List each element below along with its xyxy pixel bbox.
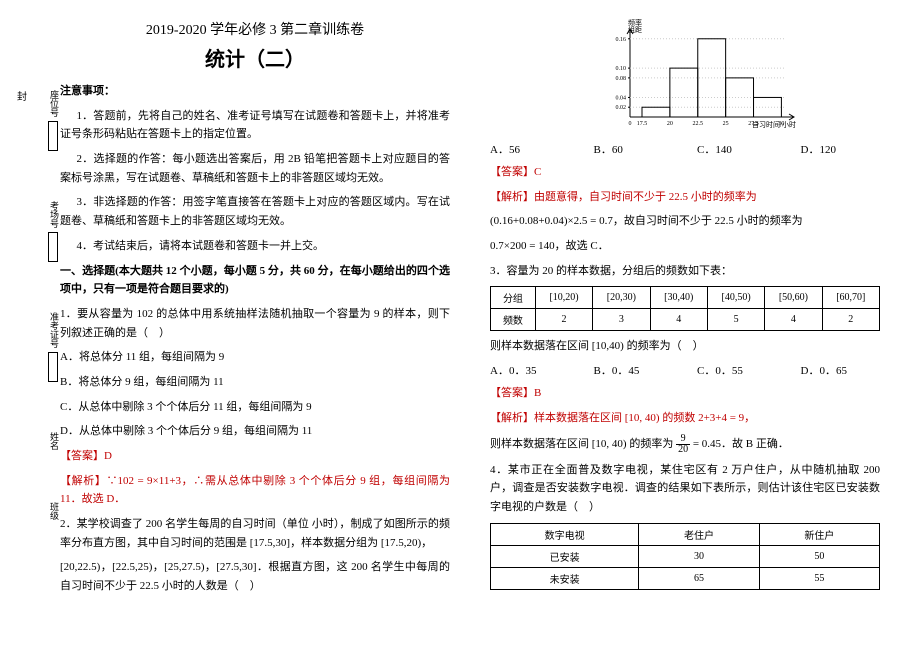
q3-td: 频数 bbox=[491, 309, 536, 331]
side-char: 封 bbox=[17, 88, 45, 103]
notice-item: 4．考试结束后，请将本试题卷和答题卡一并上交。 bbox=[60, 237, 450, 256]
q4-th1: 老住户 bbox=[639, 523, 759, 545]
svg-text:25: 25 bbox=[723, 121, 729, 127]
q3-th: [40,50) bbox=[707, 287, 764, 309]
q3-after: 则样本数据落在区间 [10,40) 的频率为（ ） bbox=[490, 337, 880, 356]
svg-text:17.5: 17.5 bbox=[637, 121, 648, 127]
svg-text:0.08: 0.08 bbox=[616, 76, 627, 82]
q2-C: C．140 bbox=[697, 141, 777, 157]
q3-D: D．0．65 bbox=[801, 362, 881, 378]
q2-exp3: 0.7×200 = 140，故选 C． bbox=[490, 237, 880, 256]
notice-item: 1．答题前，先将自己的姓名、准考证号填写在试题卷和答题卡上，并将准考证号条形码粘… bbox=[60, 107, 450, 144]
svg-text:0: 0 bbox=[629, 121, 632, 127]
q3-td: 5 bbox=[707, 309, 764, 331]
q1-B: B．将总体分 9 组，每组间隔为 11 bbox=[60, 373, 450, 392]
q3-answer: 【答案】B bbox=[490, 384, 880, 403]
svg-text:0.04: 0.04 bbox=[616, 95, 627, 101]
q3-td: 2 bbox=[822, 309, 879, 331]
histogram-chart: 频率组距自习时间/小时0.020.040.080.100.16017.52022… bbox=[600, 15, 800, 135]
q3-exp2: 则样本数据落在区间 [10, 40) 的频率为 920 = 0.45．故 B 正… bbox=[490, 434, 880, 455]
q4-table: 数字电视 老住户 新住户 已安装 30 50 未安装 65 55 bbox=[490, 523, 880, 590]
q3-th: [20,30) bbox=[593, 287, 650, 309]
side-label-seat: 座位号 bbox=[48, 90, 61, 117]
q4-stem: 4．某市正在全面普及数字电视，某住宅区有 2 万户住户，从中随机抽取 200 户… bbox=[490, 461, 880, 517]
notice-item: 2．选择题的作答：每小题选出答案后，用 2B 铅笔把答题卡上对应题目的答案标号涂… bbox=[60, 150, 450, 187]
right-column: 频率组距自习时间/小时0.020.040.080.100.16017.52022… bbox=[490, 15, 880, 635]
q1-A: A．将总体分 11 组，每组间隔为 9 bbox=[60, 348, 450, 367]
svg-text:0.16: 0.16 bbox=[616, 37, 627, 43]
id-box bbox=[48, 352, 58, 382]
q3-exp2-post: = 0.45．故 B 正确． bbox=[693, 438, 789, 450]
svg-text:27.5: 27.5 bbox=[748, 121, 759, 127]
q3-exp2-pre: 则样本数据落在区间 [10, 40) 的频率为 bbox=[490, 438, 676, 450]
q3-td: 4 bbox=[765, 309, 822, 331]
svg-text:20: 20 bbox=[667, 121, 673, 127]
seat-box bbox=[48, 121, 58, 151]
q4-r1-0: 已安装 bbox=[491, 545, 639, 567]
left-column: 2019-2020 学年必修 3 第二章训练卷 统计（二） 注意事项： 1．答题… bbox=[60, 15, 450, 635]
q2-exp1: 【解析】由题意得，自习时间不少于 22.5 小时的频率为 bbox=[490, 188, 880, 207]
exam-title-2: 统计（二） bbox=[60, 43, 450, 72]
side-label-id: 准考证号 bbox=[48, 312, 61, 348]
q3-td: 4 bbox=[650, 309, 707, 331]
q2-exp2: (0.16+0.08+0.04)×2.5 = 0.7，故自习时间不少于 22.5… bbox=[490, 212, 880, 231]
q3-table: 分组[10,20)[20,30)[30,40)[40,50)[50,60)[60… bbox=[490, 286, 880, 331]
q3-A: A．0．35 bbox=[490, 362, 570, 378]
side-char: 密 bbox=[0, 88, 17, 103]
q3-th: [50,60) bbox=[765, 287, 822, 309]
q4-r1-2: 50 bbox=[759, 545, 879, 567]
q3-stem: 3．容量为 20 的样本数据，分组后的频数如下表： bbox=[490, 262, 880, 281]
q3-B: B．0．45 bbox=[594, 362, 674, 378]
q3-exp1: 【解析】样本数据落在区间 [10, 40) 的频数 2+3+4 = 9， bbox=[490, 409, 880, 428]
svg-text:22.5: 22.5 bbox=[693, 121, 704, 127]
svg-text:0.10: 0.10 bbox=[616, 66, 627, 72]
q1-stem: 1．要从容量为 102 的总体中用系统抽样法随机抽取一个容量为 9 的样本，则下… bbox=[60, 305, 450, 342]
fraction: 920 bbox=[676, 434, 690, 455]
q2-B: B．60 bbox=[594, 141, 674, 157]
svg-text:30: 30 bbox=[778, 121, 784, 127]
q1-D: D．从总体中剔除 3 个个体后分 9 组，每组间隔为 11 bbox=[60, 422, 450, 441]
q2-A: A．56 bbox=[490, 141, 570, 157]
q3-C: C．0．55 bbox=[697, 362, 777, 378]
frac-num: 9 bbox=[676, 434, 690, 445]
side-label-name: 姓名 bbox=[48, 432, 61, 450]
q4-r2-0: 未安装 bbox=[491, 567, 639, 589]
side-label-room: 考场号 bbox=[48, 201, 61, 228]
q2-stem-2: [20,22.5)，[22.5,25)，[25,27.5)，[27.5,30]．… bbox=[60, 558, 450, 595]
q3-td: 2 bbox=[535, 309, 592, 331]
frac-den: 20 bbox=[676, 445, 690, 455]
q1-C: C．从总体中剔除 3 个个体后分 11 组，每组间隔为 9 bbox=[60, 398, 450, 417]
q3-th: [30,40) bbox=[650, 287, 707, 309]
svg-text:0.02: 0.02 bbox=[616, 105, 627, 111]
q2-answer: 【答案】C bbox=[490, 163, 880, 182]
room-box bbox=[48, 232, 58, 262]
q3-th: [60,70] bbox=[822, 287, 879, 309]
q4-r2-2: 55 bbox=[759, 567, 879, 589]
q4-r2-1: 65 bbox=[639, 567, 759, 589]
notice-item: 3．非选择题的作答：用签字笔直接答在答题卡上对应的答题区域内。写在试题卷、草稿纸… bbox=[60, 193, 450, 230]
svg-text:组距: 组距 bbox=[628, 25, 642, 34]
q1-answer: 【答案】D bbox=[60, 447, 450, 466]
q3-th: 分组 bbox=[491, 287, 536, 309]
q4-th0: 数字电视 bbox=[491, 523, 639, 545]
q3-th: [10,20) bbox=[535, 287, 592, 309]
q2-D: D．120 bbox=[801, 141, 881, 157]
q1-explain: 【解析】∵102 = 9×11+3，∴需从总体中剔除 3 个个体后分 9 组，每… bbox=[60, 472, 450, 509]
q2-stem-1: 2．某学校调查了 200 名学生每周的自习时间（单位 小时），制成了如图所示的频… bbox=[60, 515, 450, 552]
side-label-class: 班级 bbox=[48, 502, 61, 520]
q4-th2: 新住户 bbox=[759, 523, 879, 545]
q4-r1-1: 30 bbox=[639, 545, 759, 567]
exam-title-1: 2019-2020 学年必修 3 第二章训练卷 bbox=[60, 19, 450, 39]
notice-title: 注意事项： bbox=[60, 82, 450, 101]
q3-td: 3 bbox=[593, 309, 650, 331]
section-title: 一、选择题(本大题共 12 个小题，每小题 5 分，共 60 分，在每小题给出的… bbox=[60, 262, 450, 299]
